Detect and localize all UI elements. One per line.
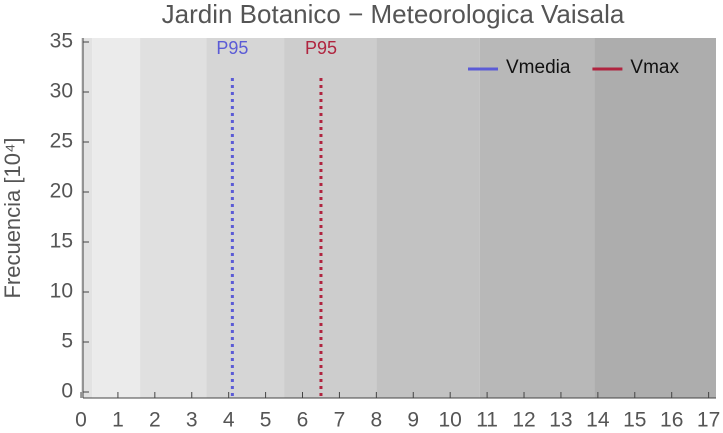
x-tick-label: 15	[623, 409, 646, 432]
x-tick-label: 1	[112, 409, 124, 432]
x-tick-label: 14	[586, 409, 610, 432]
x-tick-label: 7	[334, 409, 346, 432]
y-tick-label: 30	[50, 80, 73, 103]
x-tick-label: 4	[223, 409, 235, 432]
y-axis-label: Frecuencia [10⁴]	[0, 137, 25, 298]
x-tick-label: 2	[149, 409, 161, 432]
y-tick-label: 20	[50, 180, 73, 203]
band	[140, 38, 207, 398]
band	[376, 38, 480, 398]
y-tick-label: 0	[61, 380, 73, 403]
x-tick-label: 5	[260, 409, 272, 432]
x-tick-label: 17	[697, 409, 720, 432]
band	[479, 38, 595, 398]
x-tick-label: 10	[439, 409, 462, 432]
x-tick-label: 0	[75, 409, 87, 432]
x-tick-label: 8	[371, 409, 383, 432]
y-tick-label: 10	[50, 280, 73, 303]
y-tick-label: 35	[50, 30, 73, 53]
band	[206, 38, 285, 398]
legend-label: Vmedia	[506, 57, 571, 78]
legend-label: Vmax	[630, 57, 679, 78]
x-tick-label: 9	[407, 409, 419, 432]
band	[284, 38, 377, 398]
x-tick-label: 11	[476, 409, 498, 432]
chart-title: Jardin Botanico − Meteorologica Vaisala	[162, 0, 625, 29]
x-tick-label: 13	[549, 409, 572, 432]
y-tick-label: 25	[50, 130, 73, 153]
x-tick-label: 16	[660, 409, 683, 432]
y-tick-label: 5	[61, 330, 73, 353]
band	[92, 38, 141, 398]
p95-label: P95	[305, 38, 337, 58]
p95-label: P95	[216, 38, 248, 58]
x-tick-label: 3	[186, 409, 198, 432]
y-tick-label: 15	[50, 230, 73, 253]
band	[594, 38, 716, 398]
x-tick-label: 6	[297, 409, 309, 432]
x-tick-label: 12	[512, 409, 535, 432]
band	[81, 38, 93, 398]
